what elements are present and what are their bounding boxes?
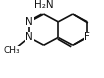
- Text: N: N: [25, 17, 33, 27]
- Text: F: F: [84, 32, 90, 42]
- Text: H₂N: H₂N: [34, 0, 53, 10]
- Text: N: N: [25, 32, 33, 42]
- Text: CH₃: CH₃: [3, 46, 20, 55]
